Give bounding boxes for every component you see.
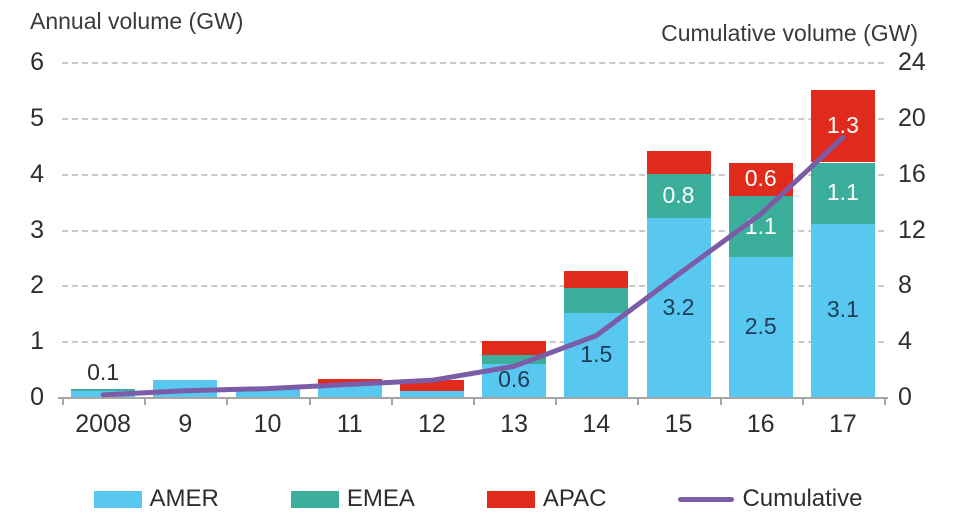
bar-14-apac (564, 271, 629, 289)
bar-16-apac: 0.6 (728, 162, 793, 196)
legend-item-emea: EMEA (290, 485, 415, 513)
x-axis-category-label: 15 (664, 410, 693, 438)
bar-15-emea: 0.8 (646, 173, 711, 219)
left-axis-tick-label: 4 (30, 159, 44, 188)
left-axis-tick-label: 5 (30, 103, 44, 132)
apac-swatch-icon (486, 490, 535, 508)
bar-value-label: 0.1 (87, 358, 120, 385)
emea-swatch-icon (290, 490, 339, 508)
bar-16-emea: 1.1 (728, 196, 793, 258)
bar-13-apac (482, 341, 547, 356)
left-axis-title: Annual volume (GW) (30, 8, 244, 34)
bar-13-amer: 0.6 (482, 363, 547, 397)
x-axis-tickmark (555, 397, 558, 405)
legend-item-apac: APAC (486, 485, 607, 513)
bar-17-apac: 1.3 (810, 89, 875, 163)
x-axis-tickmark (884, 397, 886, 405)
bar-2008-emea (71, 388, 136, 392)
bar-2008-amer (71, 391, 136, 397)
x-axis-category-label: 2008 (75, 410, 131, 438)
right-axis-title: Cumulative volume (GW) (661, 20, 918, 46)
right-axis-tick-label: 20 (898, 103, 926, 132)
bar-value-label: 0.8 (662, 181, 695, 208)
x-axis-category-label: 17 (828, 410, 857, 438)
gridline (62, 62, 884, 64)
x-axis-category-label: 9 (178, 410, 193, 438)
bar-value-label: 1.5 (580, 341, 613, 368)
bar-value-label: 2.5 (744, 313, 777, 340)
bar-value-label: 1.1 (826, 179, 859, 206)
bar-17-amer: 3.1 (810, 223, 875, 397)
bar-9-amer (153, 380, 218, 397)
legend-label: Cumulative (742, 485, 863, 512)
x-axis-tickmark (226, 397, 229, 405)
x-axis-category-label: 13 (500, 410, 528, 438)
x-axis-tickmark (62, 397, 64, 405)
bar-value-label: 0.6 (744, 165, 777, 192)
amer-swatch-icon (93, 490, 142, 508)
legend: AMER EMEA APAC Cumulative (0, 485, 956, 513)
bar-16-amer: 2.5 (728, 257, 793, 397)
bar-14-amer: 1.5 (564, 313, 629, 397)
legend-label: APAC (542, 485, 607, 512)
x-axis-category-label: 11 (336, 410, 363, 438)
left-axis-tick-label: 3 (30, 215, 44, 244)
legend-item-cumulative: Cumulative (678, 485, 862, 513)
legend-label: AMER (149, 485, 219, 512)
bar-value-label: 0.6 (498, 366, 531, 393)
bar-value-label: 1.1 (744, 212, 777, 239)
right-axis-tick-label: 8 (898, 271, 912, 300)
left-axis-tick-label: 2 (30, 271, 44, 300)
x-axis-tickmark (719, 397, 722, 405)
bar-12-amer (399, 391, 464, 397)
x-axis-category-label: 16 (746, 410, 775, 438)
x-axis-tickmark (308, 397, 311, 405)
left-axis-tick-label: 1 (30, 327, 44, 356)
gridline (62, 117, 884, 120)
legend-label: EMEA (346, 485, 415, 512)
x-axis-tickmark (390, 397, 393, 405)
bar-value-label: 3.1 (826, 296, 859, 323)
x-axis-tickmark (637, 397, 640, 405)
bar-value-label: 3.2 (662, 293, 695, 320)
bar-12-apac (399, 380, 464, 392)
right-axis-tick-label: 4 (898, 327, 912, 356)
x-axis-tickmark (801, 397, 804, 405)
bar-value-label: 1.3 (826, 112, 859, 139)
cumulative-line-swatch-icon (678, 496, 735, 502)
right-axis-tick-label: 24 (898, 48, 926, 76)
bar-14-emea (564, 288, 629, 314)
x-axis-category-label: 10 (253, 410, 282, 438)
bar-10-amer (235, 388, 300, 397)
bar-17-emea: 1.1 (810, 162, 875, 224)
x-axis-tickmark (473, 397, 475, 405)
bar-11-amer (317, 384, 382, 397)
left-axis-tick-label: 0 (30, 383, 44, 411)
right-axis-tick-label: 16 (898, 159, 926, 188)
bar-13-emea (482, 355, 547, 364)
x-axis-category-label: 12 (417, 410, 446, 438)
bar-15-apac (646, 151, 711, 174)
bar-11-apac (317, 379, 382, 385)
right-axis-tick-label: 12 (898, 215, 926, 244)
legend-item-amer: AMER (93, 485, 219, 513)
bar-15-amer: 3.2 (646, 218, 711, 397)
left-axis-tick-label: 6 (30, 48, 44, 76)
x-axis-tickmark (144, 397, 147, 405)
x-axis-category-label: 14 (582, 410, 611, 438)
right-axis-tick-label: 0 (898, 383, 912, 411)
